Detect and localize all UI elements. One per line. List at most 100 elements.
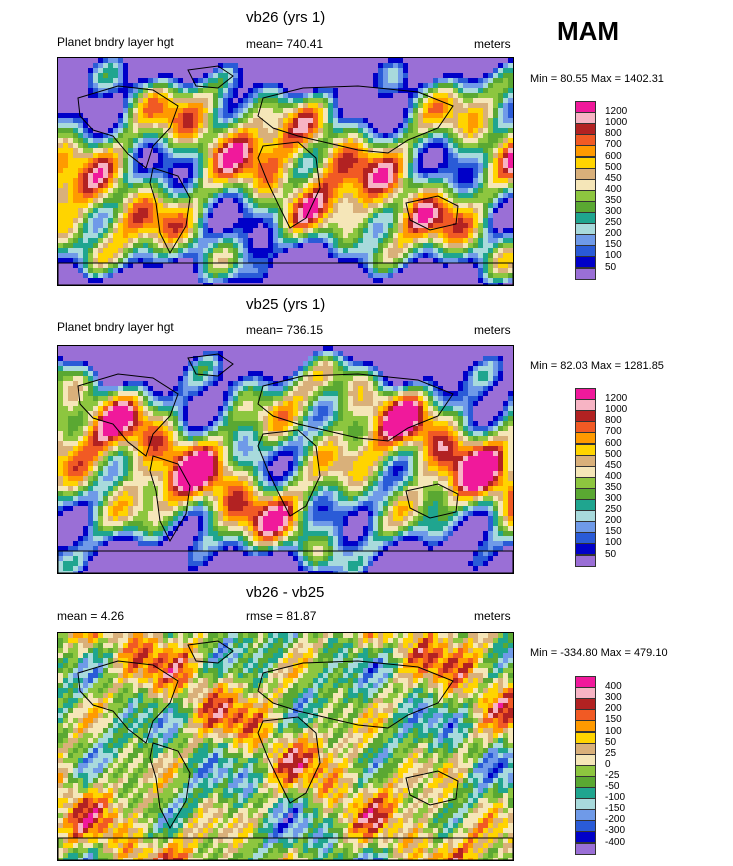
- field-cell: [68, 218, 73, 223]
- field-cell: [468, 361, 473, 366]
- field-cell: [473, 78, 478, 83]
- field-cell: [78, 88, 83, 93]
- field-cell: [143, 381, 148, 386]
- field-cell: [263, 218, 268, 223]
- field-cell: [83, 213, 88, 218]
- field-cell: [428, 366, 433, 371]
- field-cell: [223, 248, 228, 253]
- field-cell: [453, 173, 458, 178]
- field-cell: [68, 268, 73, 273]
- field-cell: [133, 123, 138, 128]
- field-cell: [98, 163, 103, 168]
- field-cell: [173, 203, 178, 208]
- field-cell: [433, 208, 438, 213]
- field-cell: [113, 273, 118, 278]
- field-cell: [378, 148, 383, 153]
- field-cell: [263, 193, 268, 198]
- field-cell: [93, 63, 98, 68]
- field-cell: [243, 143, 248, 148]
- field-cell: [258, 168, 263, 173]
- field-cell: [398, 73, 403, 78]
- field-cell: [433, 108, 438, 113]
- field-cell: [148, 88, 153, 93]
- field-cell: [188, 213, 193, 218]
- field-cell: [378, 58, 383, 63]
- field-cell: [113, 386, 118, 391]
- field-cell: [413, 351, 418, 356]
- field-cell: [478, 138, 483, 143]
- field-cell: [403, 203, 408, 208]
- field-cell: [498, 361, 503, 366]
- field-cell: [428, 361, 433, 366]
- field-cell: [58, 153, 63, 158]
- field-cell: [113, 68, 118, 73]
- field-cell: [343, 123, 348, 128]
- field-cell: [143, 258, 148, 263]
- field-cell: [433, 98, 438, 103]
- field-cell: [103, 346, 108, 351]
- field-cell: [443, 133, 448, 138]
- field-cell: [408, 98, 413, 103]
- field-cell: [288, 203, 293, 208]
- field-cell: [508, 351, 513, 356]
- field-cell: [353, 148, 358, 153]
- field-cell: [148, 148, 153, 153]
- field-cell: [163, 123, 168, 128]
- field-cell: [78, 123, 83, 128]
- field-cell: [78, 371, 83, 376]
- field-cell: [393, 223, 398, 228]
- field-cell: [183, 273, 188, 278]
- field-cell: [158, 113, 163, 118]
- field-cell: [288, 173, 293, 178]
- field-cell: [58, 198, 63, 203]
- field-cell: [73, 153, 78, 158]
- field-cell: [158, 203, 163, 208]
- field-cell: [328, 123, 333, 128]
- field-cell: [153, 193, 158, 198]
- field-cell: [98, 148, 103, 153]
- field-cell: [278, 78, 283, 83]
- field-cell: [428, 63, 433, 68]
- field-cell: [108, 108, 113, 113]
- field-cell: [383, 228, 388, 233]
- field-cell: [248, 133, 253, 138]
- field-cell: [198, 351, 203, 356]
- field-cell: [273, 158, 278, 163]
- field-cell: [188, 148, 193, 153]
- field-cell: [408, 273, 413, 278]
- field-cell: [233, 93, 238, 98]
- field-cell: [73, 356, 78, 361]
- field-cell: [98, 386, 103, 391]
- field-cell: [198, 238, 203, 243]
- field-cell: [433, 58, 438, 63]
- field-cell: [438, 263, 443, 268]
- field-cell: [218, 233, 223, 238]
- field-cell: [288, 158, 293, 163]
- field-cell: [363, 356, 368, 361]
- field-cell: [303, 128, 308, 133]
- field-cell: [78, 153, 83, 158]
- field-cell: [308, 351, 313, 356]
- field-cell: [173, 283, 178, 285]
- field-cell: [323, 381, 328, 386]
- field-cell: [343, 108, 348, 113]
- field-cell: [218, 123, 223, 128]
- field-cell: [173, 371, 178, 376]
- field-cell: [373, 83, 378, 88]
- field-cell: [498, 93, 503, 98]
- field-cell: [338, 73, 343, 78]
- field-cell: [503, 103, 508, 108]
- field-cell: [443, 63, 448, 68]
- field-cell: [438, 113, 443, 118]
- field-cell: [463, 73, 468, 78]
- field-cell: [258, 273, 263, 278]
- field-cell: [438, 361, 443, 366]
- field-cell: [128, 138, 133, 143]
- field-cell: [378, 68, 383, 73]
- field-cell: [158, 278, 163, 283]
- field-cell: [473, 371, 478, 376]
- field-cell: [508, 163, 513, 168]
- field-cell: [493, 133, 498, 138]
- field-cell: [358, 376, 363, 381]
- field-cell: [148, 238, 153, 243]
